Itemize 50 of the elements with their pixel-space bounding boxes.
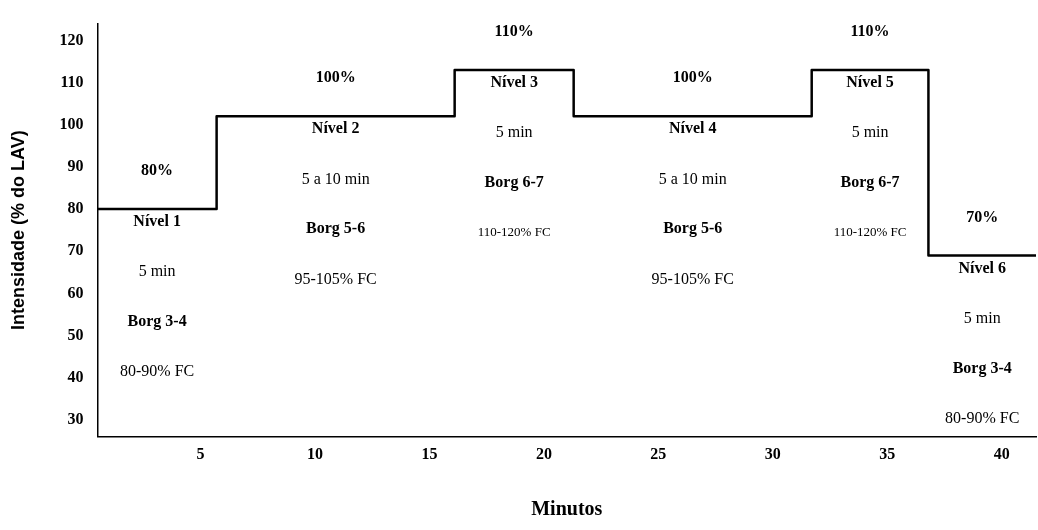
annotation: 5 min [851, 123, 889, 141]
annotation: 80% [141, 161, 174, 179]
y-tick-label: 100 [59, 114, 84, 132]
annotation: Borg 3-4 [952, 358, 1012, 377]
annotation: 5 min [963, 308, 1001, 326]
annotation: Nível 2 [311, 119, 360, 137]
annotation: Nível 3 [490, 73, 538, 91]
annotation: Nível 5 [846, 73, 894, 91]
annotation: Borg 6-7 [840, 173, 900, 192]
x-axis-title: Minutos [531, 497, 603, 520]
y-tick-label: 120 [59, 30, 84, 48]
x-tick-label: 25 [650, 444, 667, 462]
y-tick-label: 70 [67, 241, 84, 259]
annotation: Nível 4 [668, 119, 717, 137]
annotation: Borg 5-6 [663, 219, 723, 238]
annotation: 110-120% FC [833, 224, 907, 240]
y-tick-label: 110 [60, 72, 84, 90]
annotation: 5 a 10 min [301, 169, 370, 187]
annotation: 100% [672, 68, 713, 86]
x-tick-label: 35 [879, 444, 896, 462]
annotation: 95-105% FC [651, 269, 734, 287]
x-tick-label: 20 [535, 444, 552, 462]
y-axis-title: Intensidade (% do LAV) [7, 130, 28, 331]
annotation: 70% [966, 207, 999, 225]
x-tick-label: 30 [764, 444, 781, 462]
annotation: 110% [850, 22, 890, 40]
y-tick-label: 50 [67, 325, 84, 343]
x-tick-label: 10 [307, 444, 324, 462]
annotation: 5 min [138, 262, 176, 280]
annotation: 5 min [495, 123, 533, 141]
annotation: 100% [315, 68, 356, 86]
annotation: Nível 1 [133, 212, 181, 230]
annotation: 95-105% FC [294, 269, 377, 287]
y-tick-label: 90 [67, 157, 84, 175]
x-tick-label: 5 [196, 444, 205, 462]
annotation: Borg 3-4 [127, 312, 187, 331]
y-tick-label: 30 [67, 410, 84, 428]
annotation: 80-90% FC [119, 362, 195, 380]
annotation: Borg 6-7 [484, 173, 544, 192]
annotation: Nível 6 [958, 258, 1006, 276]
annotation: Borg 5-6 [306, 219, 366, 238]
y-tick-label: 60 [67, 283, 84, 301]
x-tick-label: 40 [993, 444, 1010, 462]
annotation: 80-90% FC [945, 408, 1020, 426]
annotation: 5 a 10 min [658, 169, 727, 187]
y-tick-label: 40 [67, 367, 84, 385]
y-tick-label: 80 [67, 199, 84, 217]
annotation: 110% [494, 22, 534, 40]
annotation: 110-120% FC [477, 224, 551, 240]
x-tick-label: 15 [421, 444, 438, 462]
